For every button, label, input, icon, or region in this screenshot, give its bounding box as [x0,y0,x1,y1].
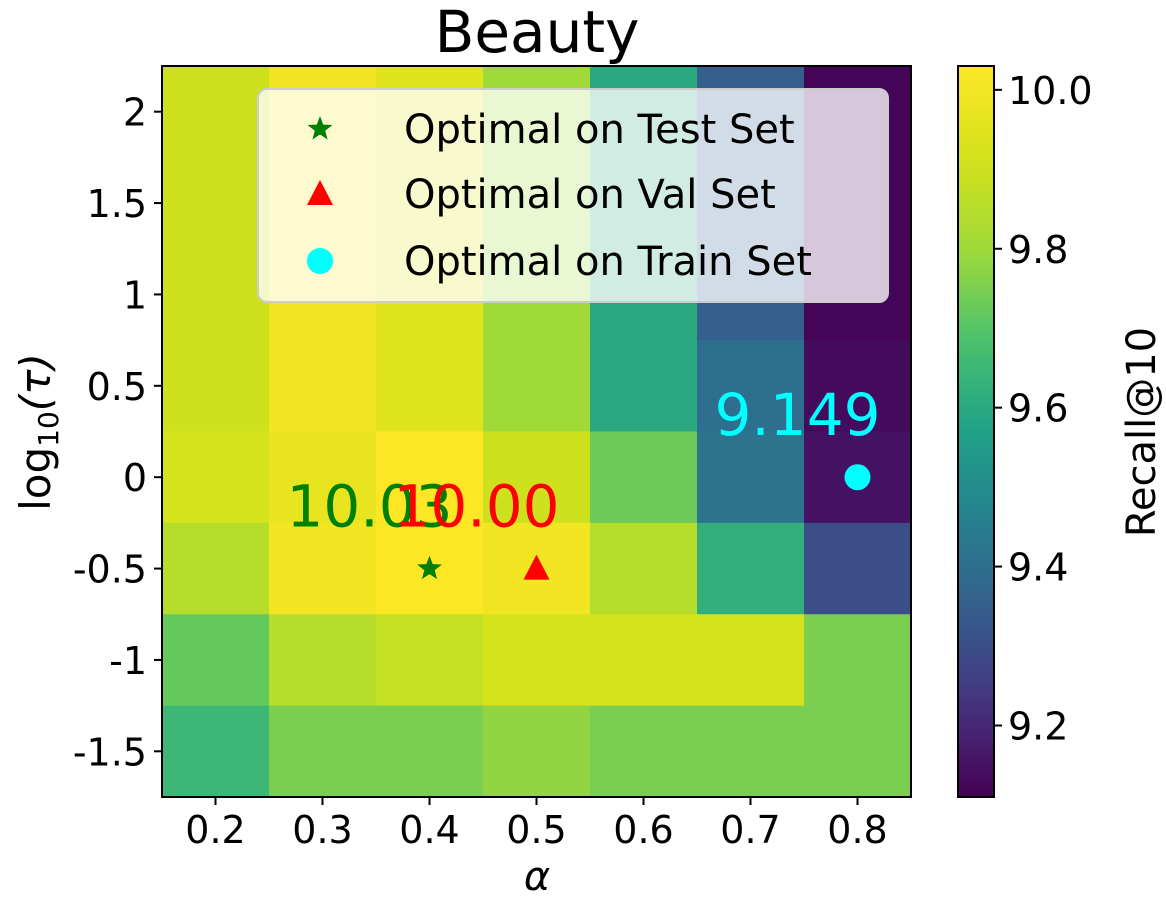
legend-entry-label: Optimal on Val Set [404,172,776,218]
heatmap-cell [697,614,805,707]
colorbar-tick-label: 10.0 [1008,69,1093,113]
y-tick-label: 0.5 [87,365,147,409]
optimal-circle-marker [844,464,871,491]
colorbar-ticks: 9.2 9.4 9.6 9.8 10.0 [994,69,1093,748]
colorbar [957,65,995,798]
heatmap-cell [269,431,377,524]
x-tick-label: 0.4 [399,808,459,852]
heatmap-cell [162,705,270,798]
colorbar-label: Recall@10 [1119,327,1165,537]
heatmap-cell [483,431,591,524]
optimal-star-marker [417,555,442,580]
heatmap-cell [269,340,377,433]
legend-triangle-icon [307,180,333,205]
colorbar-tick-label: 9.4 [1008,546,1068,590]
heatmap-cell [162,431,270,524]
heatmap-cell [697,522,805,615]
heatmap-cell [590,522,698,615]
optimal-markers [417,464,871,580]
y-tick-label: 0 [123,456,147,500]
x-tick-label: 0.7 [720,808,780,852]
y-tick-label: -1 [109,639,147,683]
heatmap-cell [162,248,270,341]
legend: Optimal on Test Set Optimal on Val Set Opt… [257,88,889,303]
heatmap-cell [590,340,698,433]
y-tick-label: 1.5 [87,182,147,226]
y-tick-label: -1.5 [73,730,147,774]
heatmap-cell [590,431,698,524]
y-axis-label: log10(τ) [11,353,65,511]
optimal-triangle-marker [523,554,550,580]
heatmap-cell [483,614,591,707]
heatmap-cell [162,157,270,250]
heatmap-cell [804,614,912,707]
legend-entry-label: Optimal on Train Set [404,239,812,285]
colorbar-tick-label: 9.6 [1008,387,1068,431]
legend-entry-label: Optimal on Test Set [404,107,795,153]
chart-title: Beauty [435,0,640,66]
x-tick-label: 0.6 [613,808,673,852]
optimal-value-label: 10.03 [286,473,452,541]
optimal-value-label: 9.149 [714,381,880,449]
legend-star-icon [307,116,333,140]
heatmap-cell [376,614,484,707]
y-tick-label: 2 [123,91,147,135]
heatmap-cell [162,66,270,158]
x-axis-label: α [524,854,550,900]
y-tick-label: -0.5 [73,548,147,592]
heatmap-cell [269,614,377,707]
y-tick-label: 1 [123,273,147,317]
colorbar-tick-label: 9.2 [1008,704,1068,748]
x-tick-label: 0.3 [292,808,352,852]
heatmap-cell [162,340,270,433]
legend-box [257,88,889,303]
optimal-value-label: 10.00 [393,473,559,541]
heatmap-cell [376,705,484,798]
colorbar-tick-label: 9.8 [1008,228,1068,272]
heatmap-cell [804,705,912,798]
heatmap-cell [697,705,805,798]
heatmap-cell [269,522,377,615]
heatmap-cell [483,705,591,798]
heatmap-cell [697,340,805,433]
heatmap-cell [483,340,591,433]
heatmap-cell [697,431,805,524]
heatmap-cell [269,705,377,798]
x-tick-label: 0.8 [827,808,887,852]
y-ticks: 2 1.5 1 0.5 0 -0.5 -1 -1.5 [73,91,162,774]
x-ticks: 0.2 0.3 0.4 0.5 0.6 0.7 0.8 [185,797,888,852]
heatmap-cell [376,340,484,433]
x-tick-label: 0.5 [506,808,566,852]
heatmap-cell [804,340,912,433]
heatmap-cell [162,614,270,707]
x-tick-label: 0.2 [185,808,245,852]
legend-circle-icon [307,248,333,274]
heatmap-cell [162,522,270,615]
heatmap-cell [590,705,698,798]
heatmap-cell [590,614,698,707]
heatmap-cell [376,431,484,524]
heatmap-cell [804,522,912,615]
